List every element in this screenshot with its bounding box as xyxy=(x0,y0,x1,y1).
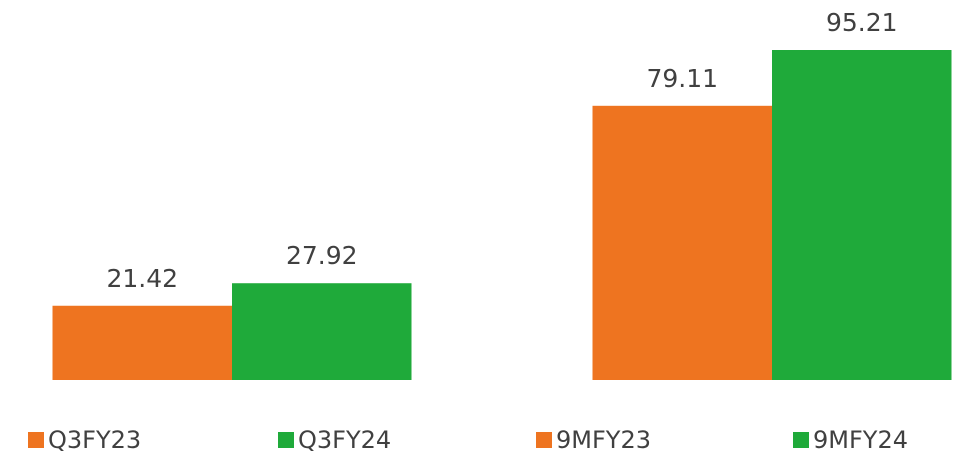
value-label: 79.11 xyxy=(646,64,718,93)
legend-swatch xyxy=(278,432,294,448)
legend-label: 9MFY23 xyxy=(556,426,651,454)
legend-swatch xyxy=(793,432,809,448)
bar xyxy=(772,50,952,381)
legend-label: 9MFY24 xyxy=(813,426,908,454)
bar xyxy=(52,305,232,380)
value-label: 27.92 xyxy=(286,241,358,270)
legend-label: Q3FY24 xyxy=(298,426,391,454)
value-label: 21.42 xyxy=(106,264,178,293)
legend-label: Q3FY23 xyxy=(48,426,141,454)
legend-swatch xyxy=(28,432,44,448)
legend-swatch xyxy=(536,432,552,448)
value-label: 95.21 xyxy=(826,8,898,37)
bar xyxy=(232,283,412,380)
bar xyxy=(592,105,772,380)
